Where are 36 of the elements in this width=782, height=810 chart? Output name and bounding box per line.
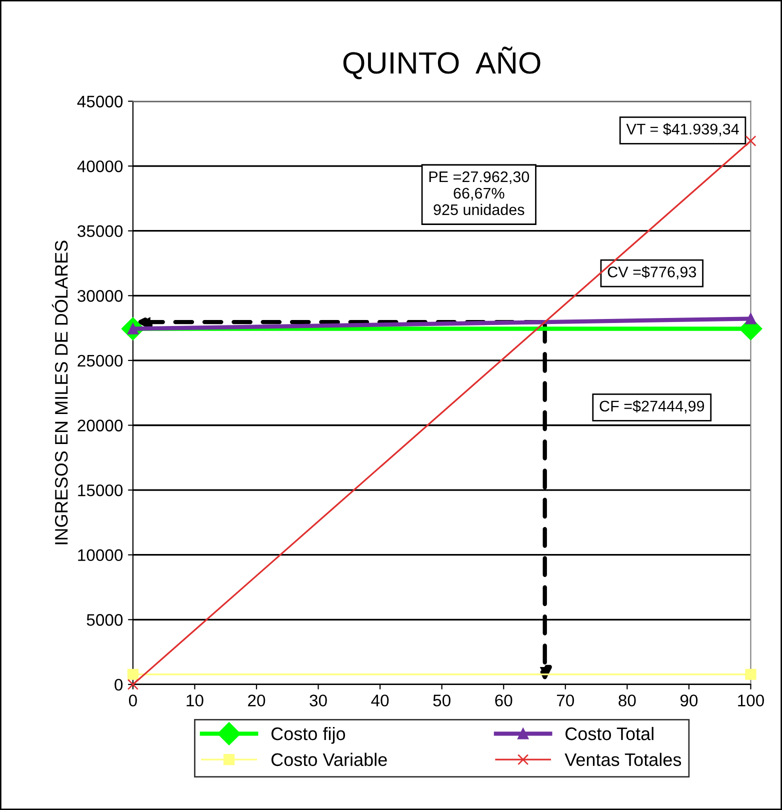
y-tick-label: 35000 — [78, 225, 123, 238]
annotation: CV =$776,93 — [608, 266, 696, 280]
y-tick-label: 30000 — [78, 290, 123, 302]
x-tick-label: 60 — [495, 694, 512, 706]
y-tick-label: 5000 — [86, 614, 123, 626]
point — [127, 668, 138, 680]
x-tick-label: 100 — [738, 694, 764, 706]
y-tick-label: 40000 — [77, 160, 123, 172]
y-tick-label: 25000 — [78, 354, 123, 367]
y-tick-label: 20000 — [78, 420, 123, 432]
point — [745, 668, 756, 680]
annotation: VT = $41.939,34 — [626, 123, 739, 136]
x-tick-label: 20 — [248, 694, 266, 706]
x-tick-label: 90 — [680, 694, 698, 706]
y-tick-label: 15000 — [78, 484, 123, 496]
legend-label: Ventas Totales — [564, 752, 682, 766]
point — [127, 678, 138, 690]
x-tick-label: 10 — [186, 694, 204, 706]
legend-label: Costo Variable — [271, 752, 387, 766]
y-tick-label: 10000 — [78, 549, 123, 562]
point — [745, 313, 756, 324]
legend-label: Costo Total — [566, 726, 654, 740]
annotation: CF =$27444,99 — [600, 400, 704, 414]
x-tick-label: 80 — [618, 694, 636, 706]
chart-title: QUINTO AÑO — [343, 46, 540, 80]
x-tick-label: 50 — [433, 694, 450, 706]
y-tick-label: 0 — [114, 678, 123, 691]
y-axis-title: INGRESOS EN MILES DE DÓLARES — [52, 240, 68, 544]
annotation: PE =27.962,30 66,67% 925 unidades — [429, 171, 530, 216]
x-tick-label: 70 — [556, 694, 574, 706]
x-tick-label: 30 — [310, 694, 327, 706]
y-tick-label: 45000 — [77, 96, 123, 108]
x-tick-label: 0 — [128, 694, 137, 706]
legend-label: Costo fijo — [271, 726, 346, 744]
x-tick-label: 40 — [371, 694, 389, 706]
point — [745, 135, 756, 146]
